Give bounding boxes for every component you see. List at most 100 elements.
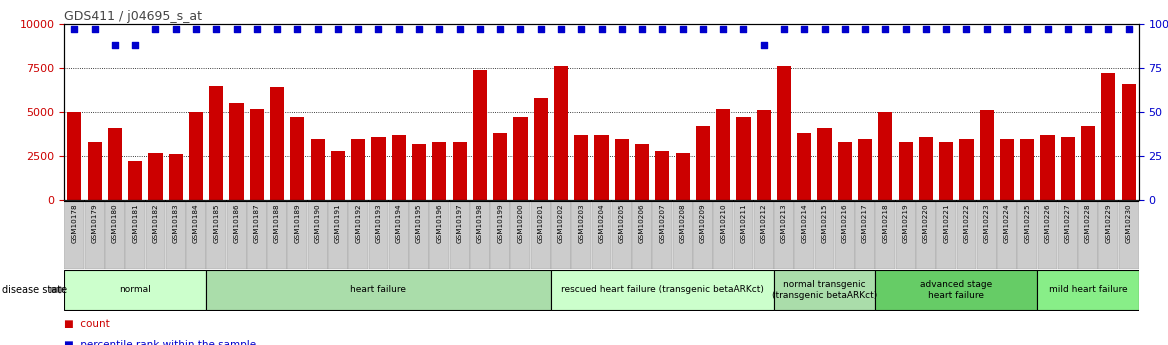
Bar bbox=[227, 201, 246, 269]
Text: GSM10195: GSM10195 bbox=[416, 204, 422, 243]
Point bbox=[957, 27, 975, 32]
Text: GSM10193: GSM10193 bbox=[375, 204, 382, 243]
Text: GSM10183: GSM10183 bbox=[173, 204, 179, 243]
Bar bbox=[307, 201, 327, 269]
Point bbox=[126, 42, 145, 48]
Point bbox=[349, 27, 368, 32]
Bar bbox=[432, 142, 446, 200]
Bar bbox=[1020, 139, 1035, 200]
Text: GSM10192: GSM10192 bbox=[355, 204, 361, 243]
Text: GSM10200: GSM10200 bbox=[517, 204, 523, 243]
Point bbox=[735, 27, 753, 32]
Point bbox=[471, 27, 489, 32]
Text: GSM10223: GSM10223 bbox=[983, 204, 989, 243]
Bar bbox=[1037, 201, 1057, 269]
Bar bbox=[389, 201, 409, 269]
Point bbox=[531, 27, 550, 32]
Bar bbox=[757, 110, 771, 200]
Point bbox=[512, 27, 530, 32]
Bar bbox=[125, 201, 145, 269]
Bar bbox=[855, 201, 875, 269]
Bar bbox=[207, 270, 551, 310]
Point bbox=[653, 27, 672, 32]
Point bbox=[450, 27, 468, 32]
Text: GSM10198: GSM10198 bbox=[477, 204, 482, 243]
Bar bbox=[919, 137, 933, 200]
Point bbox=[755, 42, 773, 48]
Text: GSM10228: GSM10228 bbox=[1085, 204, 1091, 243]
Text: GSM10189: GSM10189 bbox=[294, 204, 300, 243]
Text: disease state: disease state bbox=[2, 285, 68, 295]
Bar bbox=[878, 112, 892, 200]
Bar bbox=[939, 142, 953, 200]
Bar bbox=[1041, 135, 1055, 200]
Text: GSM10219: GSM10219 bbox=[903, 204, 909, 243]
Bar bbox=[128, 161, 142, 200]
Bar bbox=[148, 152, 162, 200]
Bar bbox=[551, 201, 571, 269]
Bar bbox=[916, 201, 936, 269]
Point bbox=[673, 27, 691, 32]
Bar bbox=[450, 201, 470, 269]
Bar bbox=[470, 201, 489, 269]
Text: GSM10194: GSM10194 bbox=[396, 204, 402, 243]
Bar bbox=[534, 98, 548, 200]
Bar bbox=[774, 201, 794, 269]
Text: GSM10221: GSM10221 bbox=[944, 204, 950, 243]
Point bbox=[978, 27, 996, 32]
Point bbox=[369, 27, 388, 32]
Bar bbox=[595, 135, 609, 200]
Text: GSM10217: GSM10217 bbox=[862, 204, 868, 243]
Bar bbox=[1058, 201, 1078, 269]
Bar bbox=[267, 201, 287, 269]
Bar bbox=[246, 201, 266, 269]
Text: GSM10182: GSM10182 bbox=[153, 204, 159, 243]
Text: heart failure: heart failure bbox=[350, 285, 406, 294]
Text: GSM10211: GSM10211 bbox=[741, 204, 746, 243]
Bar bbox=[510, 201, 530, 269]
Bar bbox=[1121, 84, 1135, 200]
Point bbox=[187, 27, 206, 32]
Bar bbox=[207, 201, 227, 269]
Bar bbox=[412, 144, 426, 200]
Text: advanced stage
heart failure: advanced stage heart failure bbox=[920, 280, 993, 299]
Text: GSM10213: GSM10213 bbox=[781, 204, 787, 243]
Text: GSM10208: GSM10208 bbox=[680, 204, 686, 243]
Point bbox=[1099, 27, 1118, 32]
Bar bbox=[957, 201, 976, 269]
Text: normal transgenic
(transgenic betaARKct): normal transgenic (transgenic betaARKct) bbox=[772, 280, 877, 299]
Bar bbox=[287, 201, 307, 269]
Text: GSM10229: GSM10229 bbox=[1105, 204, 1112, 243]
Text: GSM10210: GSM10210 bbox=[721, 204, 726, 243]
Text: GSM10191: GSM10191 bbox=[335, 204, 341, 243]
Bar bbox=[513, 117, 528, 200]
Point bbox=[694, 27, 712, 32]
Bar bbox=[391, 135, 405, 200]
Bar bbox=[85, 201, 105, 269]
Point bbox=[288, 27, 307, 32]
Bar bbox=[64, 201, 84, 269]
Bar bbox=[1061, 137, 1075, 200]
Bar bbox=[371, 137, 385, 200]
Bar bbox=[734, 201, 753, 269]
Point bbox=[856, 27, 875, 32]
Bar bbox=[714, 201, 734, 269]
Bar bbox=[209, 86, 223, 200]
Bar bbox=[675, 152, 690, 200]
Bar bbox=[1119, 201, 1139, 269]
Text: GSM10190: GSM10190 bbox=[314, 204, 321, 243]
Point bbox=[633, 27, 652, 32]
Bar bbox=[959, 139, 974, 200]
Text: GSM10181: GSM10181 bbox=[132, 204, 138, 243]
Bar bbox=[348, 201, 368, 269]
Point bbox=[389, 27, 408, 32]
Bar bbox=[369, 201, 389, 269]
Text: GSM10226: GSM10226 bbox=[1044, 204, 1050, 243]
Bar bbox=[591, 201, 612, 269]
Text: GSM10214: GSM10214 bbox=[801, 204, 807, 243]
Bar bbox=[270, 88, 284, 200]
Text: GSM10197: GSM10197 bbox=[457, 204, 463, 243]
Point bbox=[551, 27, 570, 32]
Bar bbox=[331, 151, 345, 200]
Point bbox=[997, 27, 1016, 32]
